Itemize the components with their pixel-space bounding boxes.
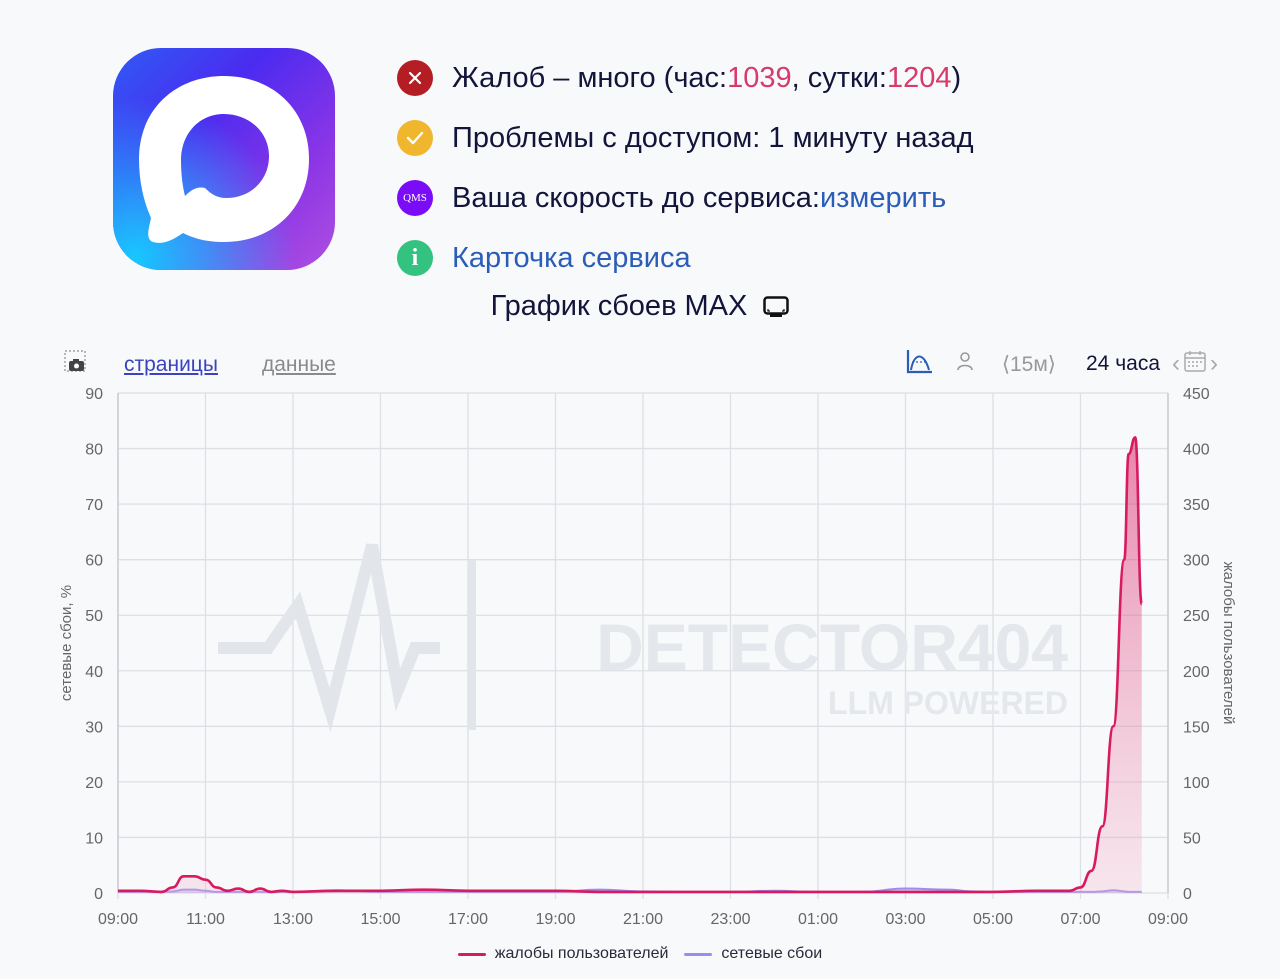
svg-text:80: 80 [85,442,103,459]
legend-swatch-complaints [457,952,486,956]
svg-text:200: 200 [1183,664,1210,681]
info-icon: i [397,240,433,276]
status-service-card: i Карточка сервиса [397,228,974,288]
legend-label-complaints: жалобы пользователей [494,945,669,962]
max-messenger-logo-icon [139,76,309,243]
next-period-button[interactable]: › [1210,350,1218,377]
svg-text:250: 250 [1183,608,1210,625]
svg-text:21:00: 21:00 [623,911,663,928]
svg-text:50: 50 [1183,830,1201,847]
svg-text:19:00: 19:00 [535,911,575,928]
svg-text:сетевые сбои, %: сетевые сбои, % [58,585,75,701]
svg-text:50: 50 [85,608,103,625]
legend-label-network: сетевые сбои [721,945,823,962]
calendar-icon[interactable] [1183,349,1207,379]
interval-selector[interactable]: ⟨15м⟩ [1001,352,1056,376]
svg-text:60: 60 [85,553,103,570]
svg-text:10: 10 [85,830,103,847]
chart-title: График сбоев MAX [0,290,1280,326]
tab-data[interactable]: данные [261,353,336,376]
complaints-separator: , сутки: [791,61,887,94]
chart-title-text: График сбоев MAX [490,290,748,322]
svg-text:07:00: 07:00 [1060,911,1100,928]
svg-text:11:00: 11:00 [186,911,225,928]
svg-text:01:00: 01:00 [798,911,838,928]
svg-text:100: 100 [1183,775,1210,792]
svg-text:40: 40 [85,664,103,681]
complaints-day-value: 1204 [886,61,952,94]
complaints-text: Жалоб – много (час: [452,61,728,94]
legend-complaints[interactable]: жалобы пользователей [457,945,669,963]
qms-icon: QMS [397,180,433,216]
status-complaints: Жалоб – много (час: 1039, сутки: 1204) [397,48,974,108]
status-list: Жалоб – много (час: 1039, сутки: 1204) П… [397,48,974,288]
svg-text:300: 300 [1183,553,1210,570]
svg-text:400: 400 [1183,442,1210,459]
svg-text:09:00: 09:00 [98,911,138,928]
tv-icon[interactable] [763,293,790,326]
legend-network[interactable]: сетевые сбои [684,945,822,963]
error-x-icon [397,60,433,96]
status-access: Проблемы с доступом: 1 минуту назад [397,108,974,168]
legend-swatch-network [684,952,713,956]
chart-axes: 0 0 10 50 20 100 30 150 40 200 50 250 60 300 70 350 80 40… [58,386,1237,928]
svg-text:15:00: 15:00 [360,911,400,928]
svg-text:450: 450 [1183,386,1210,403]
complaints-end: ) [951,61,962,94]
svg-text:13:00: 13:00 [273,911,313,928]
watermark-tagline: LLM POWERED [828,685,1068,721]
svg-text:90: 90 [85,386,103,403]
complaints-hour-value: 1039 [727,61,792,94]
service-logo [113,48,335,270]
camera-icon[interactable] [64,350,88,380]
check-icon [397,120,433,156]
svg-text:350: 350 [1183,497,1210,514]
svg-text:17:00: 17:00 [448,911,488,928]
status-speed: QMS Ваша скорость до сервиса: измерить [397,168,974,228]
svg-text:30: 30 [85,719,103,736]
tab-pages[interactable]: страницы [124,353,218,376]
chart-toolbar-left: страницы данные [64,350,336,380]
svg-text:0: 0 [94,886,103,903]
svg-text:жалобы пользователей: жалобы пользователей [1220,562,1237,725]
period-selector[interactable]: 24 часа [1086,352,1160,375]
svg-text:05:00: 05:00 [973,911,1013,928]
area-chart-icon[interactable] [906,348,934,380]
watermark: DETECTOR404 LLM POWERED [218,543,1068,733]
svg-text:23:00: 23:00 [710,911,750,928]
svg-text:09:00: 09:00 [1148,911,1188,928]
service-card-link[interactable]: Карточка сервиса [452,241,691,274]
chart-series [117,436,1144,894]
measure-speed-link[interactable]: измерить [819,181,947,214]
svg-text:03:00: 03:00 [885,911,925,928]
svg-text:20: 20 [85,775,103,792]
watermark-brand: DETECTOR404 [596,610,1068,684]
prev-period-button[interactable]: ‹ [1172,350,1180,377]
svg-text:150: 150 [1183,719,1210,736]
chart-toolbar-right: ⟨15м⟩ 24 часа ‹ › [906,348,1218,380]
chart-grid [117,392,1169,899]
person-icon[interactable] [956,351,974,377]
access-text: Проблемы с доступом: 1 минуту назад [452,121,974,154]
chart-legend: жалобы пользователей сетевые сбои [0,945,1280,963]
svg-text:70: 70 [85,497,103,514]
speed-text: Ваша скорость до сервиса: [452,181,820,214]
svg-text:0: 0 [1183,886,1192,903]
